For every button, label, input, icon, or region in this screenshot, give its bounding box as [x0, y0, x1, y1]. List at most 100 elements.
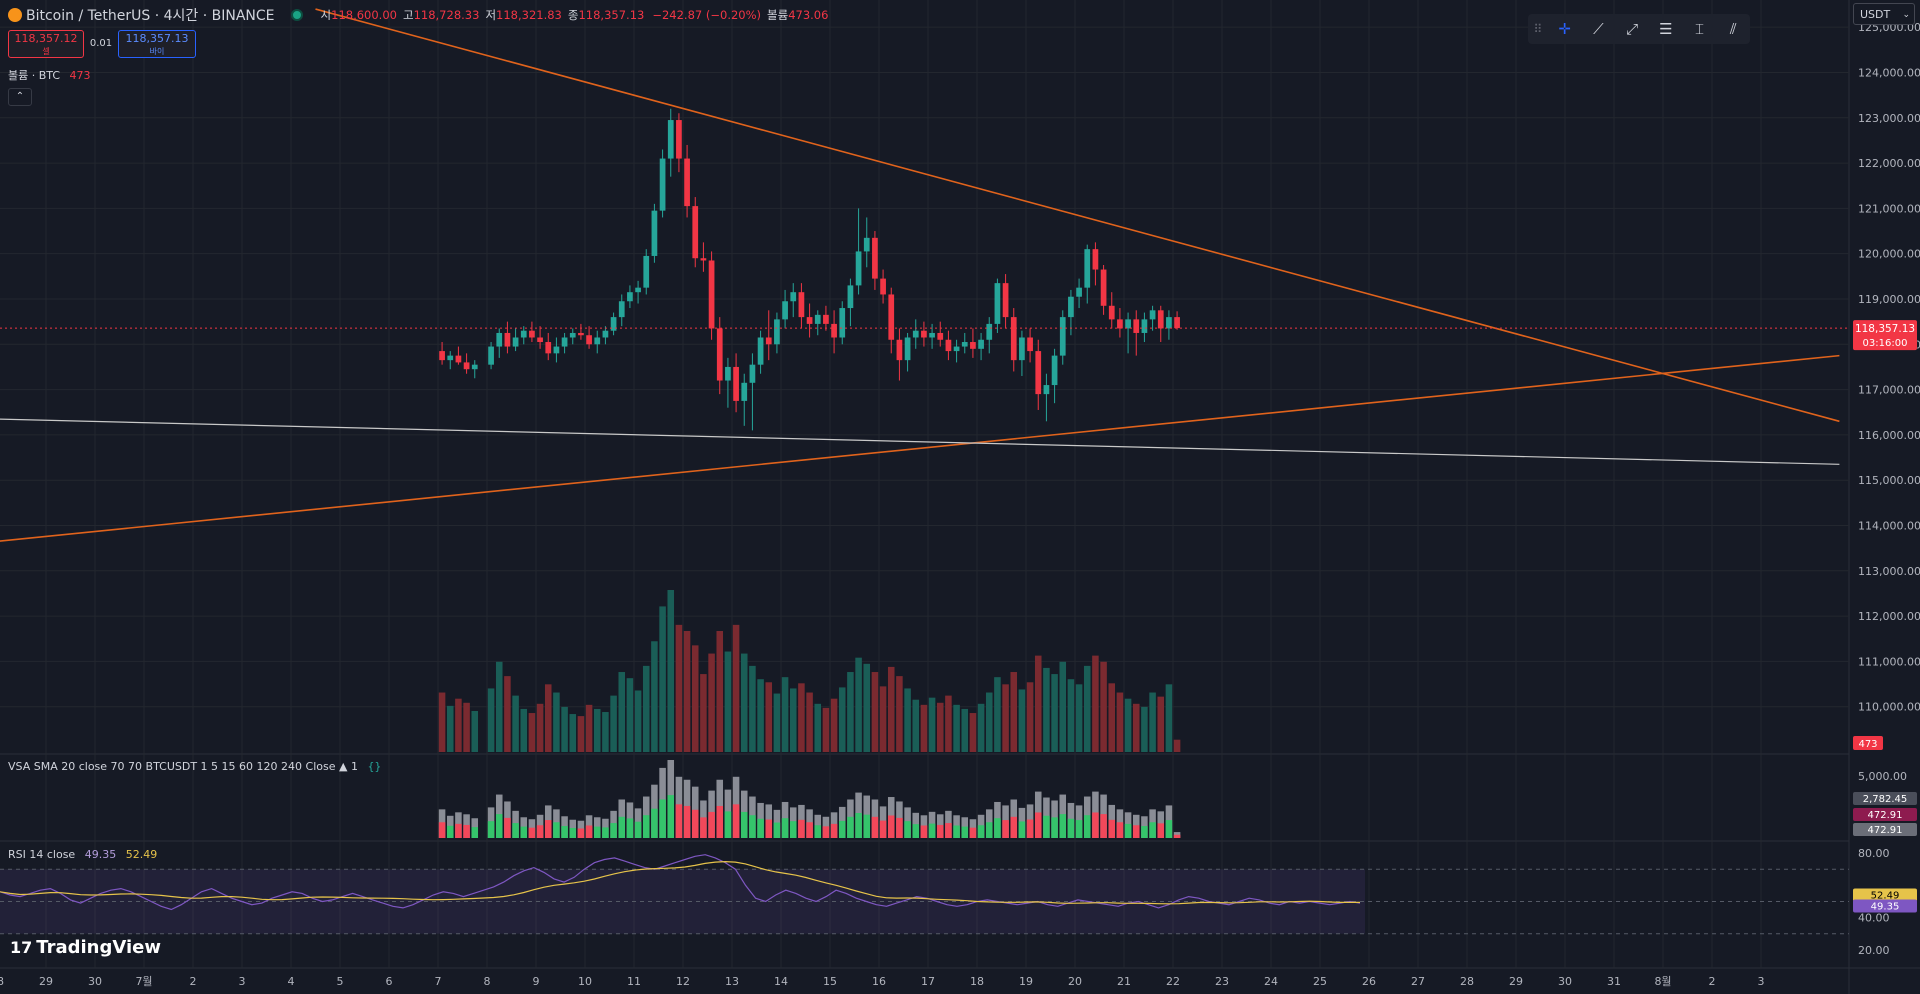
candle-body	[659, 158, 666, 211]
volume-bar	[879, 686, 887, 752]
volume-bar	[1034, 655, 1042, 752]
ohlc-low-label: 저	[485, 8, 497, 22]
candle-body	[455, 355, 462, 363]
volume-bar	[553, 692, 560, 752]
vsa-bar	[1157, 823, 1165, 838]
candle-body	[953, 346, 960, 352]
vsa-bar	[1067, 818, 1075, 838]
volume-bar	[732, 624, 740, 752]
rsi-legend[interactable]: RSI 14 close 49.35 52.49	[8, 848, 157, 861]
vsa-bar	[887, 815, 895, 838]
candle-body	[888, 294, 895, 340]
volume-bar	[1026, 682, 1034, 752]
volume-last-label: 473	[1858, 739, 1877, 750]
candle-body	[749, 364, 756, 383]
candle-body	[1010, 317, 1017, 361]
crosshair-icon[interactable]: ✛	[1558, 20, 1571, 38]
candle-body	[814, 314, 821, 324]
candle-body	[806, 317, 813, 324]
candle-body	[635, 287, 641, 293]
candle-body	[978, 339, 984, 349]
volume-bar	[855, 657, 862, 752]
vsa-bar	[838, 820, 846, 838]
vsa-bar	[569, 827, 577, 838]
current-price-label: 118,357.13	[1855, 323, 1915, 335]
vsa-bar	[789, 821, 797, 838]
drag-handle-icon[interactable]: ⠿	[1533, 22, 1543, 36]
vsa-bar	[553, 822, 560, 838]
vsa-source-badge[interactable]: {}	[367, 760, 382, 773]
candle-body	[463, 362, 470, 370]
ohlc-high-label: 고	[402, 8, 414, 22]
currency-select[interactable]: USDT ⌄	[1853, 3, 1915, 25]
horizontal-support-line	[0, 418, 1840, 465]
rsi-value-label: 49.35	[1871, 902, 1900, 913]
vsa-bar	[757, 818, 764, 838]
price-tick-label: 115,000.00	[1858, 474, 1920, 487]
candle-body	[1141, 319, 1148, 333]
tradingview-logo[interactable]: 𝟭𝟳 TradingView	[10, 937, 161, 958]
measure-icon[interactable]: ⌶	[1694, 20, 1704, 38]
volume-bar	[945, 695, 952, 752]
bitcoin-icon	[8, 8, 22, 22]
time-tick-label: 4	[288, 975, 295, 988]
ohlc-change: −242.87 (−0.20%)	[652, 8, 762, 22]
ohlc-low-value: 118,321.83	[496, 8, 562, 22]
volume-bar	[920, 704, 928, 752]
ohlc-close-label: 종	[567, 8, 579, 22]
volume-bar	[536, 703, 544, 752]
pitchfork-icon[interactable]: ⤢	[1626, 20, 1639, 38]
time-tick-label: 7	[435, 975, 442, 988]
fib-retracement-icon[interactable]: ☰	[1659, 20, 1673, 38]
candle-body	[1019, 337, 1025, 361]
rsi-tick-label: 80.00	[1858, 847, 1890, 860]
candle-body	[839, 308, 846, 338]
time-tick-label: 24	[1264, 975, 1278, 988]
candle-body	[594, 337, 601, 345]
volume-bar	[569, 714, 577, 752]
candle-body	[561, 337, 568, 347]
vsa-bar	[1092, 812, 1099, 838]
volume-bar	[781, 677, 789, 752]
candle-body	[823, 314, 829, 324]
vsa-bar	[487, 821, 495, 838]
volume-bar	[724, 651, 732, 752]
volume-bar	[765, 682, 773, 752]
candle-body	[1117, 319, 1123, 329]
price-tick-label: 114,000.00	[1858, 519, 1920, 532]
candle-body	[1108, 305, 1115, 320]
volume-bar	[446, 705, 454, 752]
sell-button[interactable]: 118,357.12 셀	[8, 30, 84, 58]
volume-bar	[1132, 703, 1140, 752]
vsa-bar	[969, 827, 977, 838]
vsa-bar	[1026, 819, 1034, 838]
vsa-bar	[577, 828, 585, 838]
vsa-bar	[471, 827, 479, 838]
volume-bar	[610, 695, 617, 752]
candle-body	[896, 339, 903, 361]
volume-bar	[1075, 684, 1083, 752]
buy-button[interactable]: 118,357.13 바이	[118, 30, 196, 58]
volume-bar	[1002, 684, 1009, 752]
symbol-title[interactable]: Bitcoin / TetherUS · 4시간 · BINANCE	[26, 8, 275, 24]
time-tick-label: 2	[1709, 975, 1716, 988]
time-tick-label: 22	[1166, 975, 1180, 988]
vsa-bar	[920, 825, 928, 838]
vsa-legend[interactable]: VSA SMA 20 close 70 70 BTCUSDT 1 5 15 60…	[8, 760, 381, 773]
candle-body	[765, 337, 772, 345]
trend-line-icon[interactable]: ⟋	[1593, 20, 1604, 38]
ascending-trendline	[0, 354, 1840, 542]
candle-body	[912, 330, 919, 338]
volume-bar	[798, 683, 805, 752]
collapse-legend-button[interactable]: ⌃	[8, 88, 32, 106]
candle-body	[700, 258, 707, 261]
candle-body	[504, 332, 511, 347]
volume-legend[interactable]: 볼륨 · BTC 473	[8, 67, 91, 83]
parallel-channel-icon[interactable]: ⫽	[1729, 20, 1737, 38]
volume-bar	[1067, 679, 1075, 752]
vsa-bar	[455, 823, 462, 838]
logo-text: TradingView	[36, 937, 161, 958]
time-tick-label: 5	[337, 975, 344, 988]
volume-bar	[520, 708, 528, 752]
